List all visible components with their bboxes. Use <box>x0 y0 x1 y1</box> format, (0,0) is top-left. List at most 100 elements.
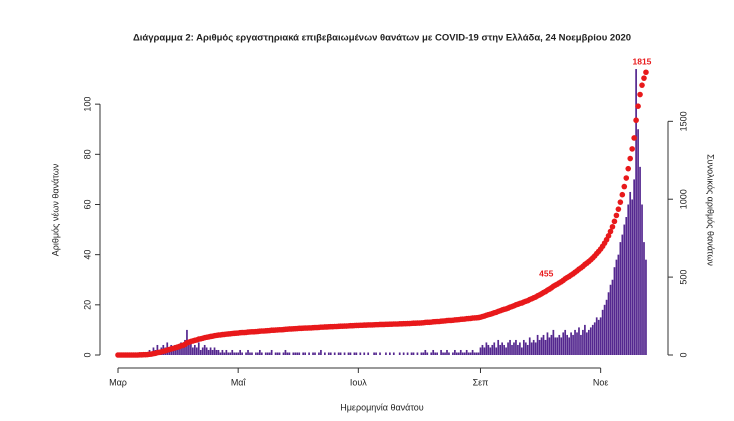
bar <box>452 352 454 355</box>
bar <box>270 349 273 355</box>
cumulative-point <box>611 218 618 225</box>
bar <box>235 352 238 355</box>
y-tick-label: 100 <box>82 97 92 112</box>
cumulative-point <box>623 175 630 181</box>
bar <box>633 179 635 355</box>
bar <box>239 349 241 355</box>
bar <box>455 352 458 355</box>
bar <box>229 352 232 355</box>
bar <box>534 342 537 355</box>
cumulative-point <box>621 183 628 190</box>
bar <box>245 352 247 355</box>
bar <box>286 352 289 355</box>
bar <box>578 327 580 355</box>
bar <box>197 342 200 355</box>
bar <box>463 352 466 355</box>
bar <box>495 347 498 355</box>
bar <box>635 69 637 355</box>
bar <box>489 347 492 355</box>
bar <box>587 329 590 355</box>
bar <box>607 292 610 355</box>
bar <box>274 352 277 355</box>
bar <box>324 352 326 355</box>
bar <box>473 352 476 355</box>
y2-tick-label: 0 <box>678 352 688 357</box>
bar <box>257 352 259 355</box>
cumulative-point <box>625 165 632 172</box>
bar <box>623 224 626 355</box>
bar <box>511 344 513 355</box>
bar <box>333 352 336 355</box>
bar <box>260 352 263 355</box>
x-tick-label: Νοε <box>593 377 609 387</box>
bar <box>296 352 299 355</box>
bar <box>621 234 624 355</box>
bar <box>249 352 251 355</box>
bar <box>558 334 561 355</box>
bar <box>487 344 490 355</box>
bar <box>241 352 243 355</box>
cumulative-point <box>641 75 647 81</box>
bar <box>327 352 330 355</box>
bar <box>574 329 576 355</box>
bar <box>448 352 450 355</box>
bar <box>595 317 598 355</box>
bar <box>517 344 519 355</box>
bar <box>199 349 202 355</box>
bar <box>629 191 632 355</box>
bar <box>637 129 639 355</box>
bar <box>615 259 618 355</box>
bar <box>207 349 210 355</box>
y2-tick-label: 1500 <box>678 111 688 131</box>
bar <box>268 352 271 355</box>
bar <box>532 339 535 355</box>
cumulative-point <box>639 82 645 88</box>
bar <box>432 349 435 355</box>
bar <box>231 349 234 355</box>
bar <box>562 332 565 355</box>
bar <box>227 352 230 355</box>
bar <box>182 347 184 355</box>
bar <box>605 299 608 355</box>
bar <box>528 337 531 355</box>
bar <box>548 337 551 355</box>
bar <box>343 352 346 355</box>
bar <box>217 349 220 355</box>
bar <box>572 334 574 355</box>
bar <box>566 334 569 355</box>
bar <box>501 342 503 355</box>
y-tick-label: 60 <box>82 199 92 209</box>
bar <box>402 352 405 355</box>
bar <box>586 332 588 355</box>
bar <box>422 352 425 355</box>
bar <box>491 344 494 355</box>
cumulative-point <box>613 212 620 219</box>
bar <box>282 352 285 355</box>
cumulative-point <box>609 223 616 230</box>
bar <box>519 342 521 355</box>
bar <box>426 352 429 355</box>
cumulative-point <box>631 135 637 141</box>
bar <box>392 352 395 355</box>
bar <box>276 352 279 355</box>
cumulative-point <box>627 155 633 162</box>
bar <box>292 352 295 355</box>
bar <box>416 352 419 355</box>
y2-tick-label: 500 <box>678 270 688 285</box>
bar <box>363 352 366 355</box>
bar <box>457 352 460 355</box>
bar <box>318 352 320 355</box>
bar <box>420 352 423 355</box>
bar <box>521 347 523 355</box>
bar <box>576 332 578 355</box>
bar <box>631 199 634 355</box>
bar <box>641 204 643 355</box>
bar <box>461 352 464 355</box>
bar <box>497 339 500 355</box>
bar <box>619 242 622 355</box>
bar <box>599 317 602 355</box>
bar <box>544 339 547 355</box>
bar <box>367 352 370 355</box>
bar <box>556 337 559 355</box>
bar <box>209 347 212 355</box>
